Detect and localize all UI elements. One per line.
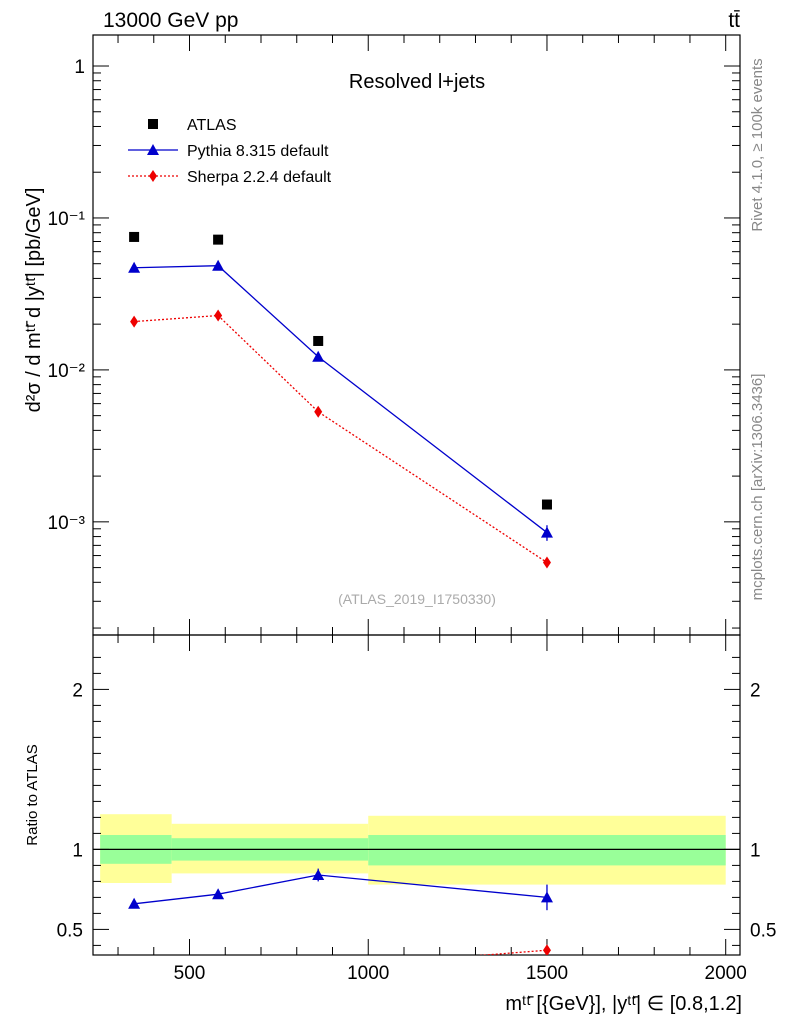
uncertainty-band-inner	[368, 835, 726, 866]
ratio-data-point	[312, 869, 325, 880]
data-point	[314, 405, 323, 418]
ratio-y-tick-label-right: 0.5	[750, 920, 776, 941]
ratio-series	[128, 868, 553, 967]
main-y-axis-label: d²σ / d mᵗᵗ̄ d |yᵗᵗ̄| [pb/GeV]	[23, 188, 45, 413]
y-tick-label: 1	[74, 57, 85, 78]
ratio-panel: 0.5 0.5 1 1 2 2 500 1000 1500 2000 Ratio to ATLAS…	[24, 634, 777, 1015]
data-point	[313, 335, 324, 346]
main-panel: 1 10⁻¹ 10⁻² 10⁻³ Resolved l+jets (ATLAS_201…	[23, 34, 741, 636]
ratio-frame	[92, 634, 741, 956]
legend-marker	[148, 119, 158, 129]
ratio-series-line	[134, 874, 548, 905]
ratio-data-point	[540, 891, 553, 903]
legend-label: ATLAS	[187, 117, 237, 134]
mcplots-label: mcplots.cern.ch [arXiv:1306.3436]	[749, 374, 766, 601]
series-pythia-8-315-default	[128, 259, 553, 541]
x-axis-label: mᵗᵗ̄ [{GeV}], |yᵗᵗ̄| ∈ [0.8,1.2]	[505, 993, 742, 1015]
ratio-data-point	[212, 888, 225, 900]
data-point	[130, 315, 139, 328]
legend-label: Sherpa 2.2.4 default	[187, 169, 332, 186]
legend-marker	[147, 144, 159, 155]
ratio-axis-ticks	[93, 635, 740, 955]
ratio-data-point	[128, 897, 141, 909]
ratio-y-tick-label: 1	[72, 840, 83, 861]
data-point	[214, 309, 223, 322]
x-tick-label: 500	[174, 963, 206, 984]
ratio-series-sherpa-2-2-4-default	[400, 944, 551, 967]
x-tick-label: 2000	[705, 963, 747, 984]
legend: ATLAS Pythia 8.315 default Sherpa 2.2.4 de…	[128, 117, 332, 186]
ratio-y-tick-label: 0.5	[57, 920, 83, 941]
series-atlas	[129, 231, 552, 510]
data-point	[541, 499, 552, 510]
main-axis-ticks	[93, 35, 740, 635]
data-point	[213, 234, 224, 245]
data-point	[128, 261, 141, 273]
y-tick-label: 10⁻²	[48, 361, 86, 382]
ratio-y-tick-label-right: 1	[750, 840, 761, 861]
ratio-y-tick-label-right: 2	[750, 680, 761, 701]
series-line	[134, 314, 548, 564]
main-tick-labels: 1 10⁻¹ 10⁻² 10⁻³	[48, 57, 86, 534]
x-tick-label: 1000	[347, 963, 389, 984]
data-point	[540, 526, 553, 538]
ratio-data-point	[400, 955, 408, 967]
main-series	[128, 231, 553, 569]
energy-label: 13000 GeV pp	[103, 9, 238, 32]
legend-marker	[149, 170, 157, 182]
analysis-tag: (ATLAS_2019_I1750330)	[338, 591, 496, 607]
series-line	[134, 265, 548, 534]
data-point	[542, 556, 551, 569]
ratio-y-axis-label: Ratio to ATLAS	[24, 744, 41, 845]
rivet-label: Rivet 4.1.0, ≥ 100k events	[749, 58, 766, 231]
process-label: tt̄	[728, 9, 740, 32]
ratio-series-pythia-8-315-default	[128, 868, 553, 911]
chart-title: Resolved l+jets	[349, 71, 485, 93]
data-point	[212, 259, 225, 271]
ratio-y-tick-label: 2	[72, 680, 83, 701]
ratio-data-point	[542, 944, 551, 955]
y-tick-label: 10⁻³	[48, 513, 86, 534]
x-tick-label: 1500	[526, 963, 568, 984]
data-point	[312, 350, 325, 362]
legend-label: Pythia 8.315 default	[187, 143, 329, 160]
ratio-tick-labels: 0.5 0.5 1 1 2 2 500 1000 1500 2000	[57, 680, 777, 984]
ratio-bands	[93, 814, 740, 885]
y-tick-label: 10⁻¹	[48, 209, 86, 230]
data-point	[129, 231, 140, 242]
series-sherpa-2-2-4-default	[130, 309, 551, 569]
